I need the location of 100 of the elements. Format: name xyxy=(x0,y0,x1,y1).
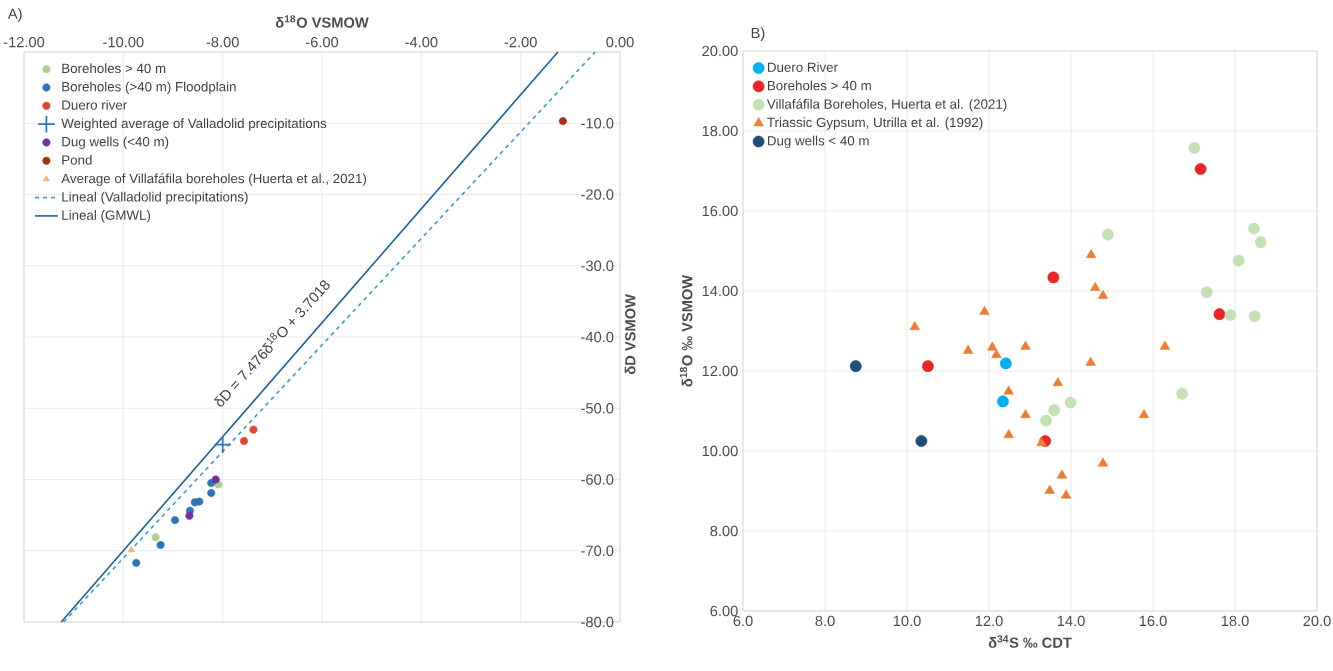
legend-label: Dug wells (<40 m) xyxy=(62,136,169,150)
point xyxy=(1044,484,1055,494)
x-tick-label: 14.0 xyxy=(1057,615,1085,627)
y-tick-label: 20.00 xyxy=(702,45,738,57)
point xyxy=(1003,429,1014,439)
point xyxy=(1224,309,1237,321)
point xyxy=(1097,457,1109,467)
y-tick-label: -60.0 xyxy=(581,474,614,485)
y-tick-label: -70.0 xyxy=(581,545,614,556)
legend-label: Lineal (Valladolid precipitations) xyxy=(62,191,248,205)
point xyxy=(1194,163,1207,175)
point xyxy=(1176,387,1188,400)
point xyxy=(991,349,1002,359)
point xyxy=(999,357,1012,370)
point xyxy=(1090,281,1101,291)
point xyxy=(1052,377,1064,387)
point xyxy=(849,360,862,373)
point xyxy=(213,435,232,454)
legend-label: Boreholes > 40 m xyxy=(62,63,166,74)
point xyxy=(558,117,567,126)
x-axis-title: δ$^{34}$S ‰ CDT xyxy=(988,635,1072,648)
point xyxy=(1036,437,1047,447)
x-tick-label: -12.00 xyxy=(3,36,45,48)
y-tick-label: 18.00 xyxy=(702,125,738,137)
x-tick-label: 16.0 xyxy=(1139,615,1167,627)
x-tick-label: 20.0 xyxy=(1303,615,1331,627)
y-tick-label: 16.00 xyxy=(702,205,738,217)
legend-label: Duero river xyxy=(62,99,127,110)
legend-label: Average of Villafáfila boreholes (Huerta et al., 2021) xyxy=(61,173,366,186)
point xyxy=(1188,141,1201,154)
y-tick-label: -30.0 xyxy=(581,260,614,271)
x-tick-label: 10.0 xyxy=(893,615,921,627)
point xyxy=(1040,414,1052,427)
x-tick-label: 0.00 xyxy=(606,36,634,48)
legend-label: Pond xyxy=(62,154,92,165)
point xyxy=(1060,489,1072,499)
point xyxy=(195,497,204,506)
point xyxy=(1097,289,1109,299)
y-tick-label: 6.00 xyxy=(710,605,738,617)
point xyxy=(922,360,934,373)
point xyxy=(997,395,1009,408)
legend-label: Boreholes (>40 m) Floodplain xyxy=(62,81,236,95)
point xyxy=(979,305,990,315)
y-tick-label: 12.00 xyxy=(702,365,738,377)
x-axis-title: δ$^{18}$O VSMOW xyxy=(275,15,369,28)
point xyxy=(1003,385,1014,395)
point xyxy=(1138,409,1150,419)
point xyxy=(915,435,928,447)
x-tick-label: 8.0 xyxy=(815,615,835,627)
point xyxy=(909,321,920,331)
point xyxy=(1102,228,1114,241)
point xyxy=(1085,249,1097,259)
point xyxy=(1254,236,1267,249)
point xyxy=(1064,396,1077,409)
y-tick-label: -80.0 xyxy=(581,616,614,628)
point xyxy=(1200,286,1213,299)
point xyxy=(127,546,135,553)
y-tick-label: 8.00 xyxy=(710,525,738,537)
y-axis-title: δ$^{18}$O ‰ VSMOW xyxy=(679,274,693,387)
y-tick-label: 14.00 xyxy=(702,285,738,297)
x-tick-label: -10.00 xyxy=(103,36,144,48)
x-tick-label: -4.00 xyxy=(405,36,438,48)
point xyxy=(132,558,141,567)
x-tick-label: 12.0 xyxy=(975,615,1003,627)
point xyxy=(987,341,998,351)
text: A) xyxy=(7,8,22,22)
point xyxy=(249,425,258,434)
point xyxy=(151,533,160,542)
point xyxy=(1020,340,1031,350)
y-axis-title: δD VSMOW xyxy=(624,294,636,375)
point xyxy=(1213,308,1226,321)
point xyxy=(1248,310,1261,323)
y-tick-label: -50.0 xyxy=(581,403,614,414)
legend-label: Triassic Gypsum, Utrilla et al. (1992) xyxy=(767,117,983,130)
point xyxy=(185,511,194,520)
y-tick-label: -40.0 xyxy=(581,331,614,343)
legend-label: Boreholes > 40 m xyxy=(767,80,871,91)
x-tick-label: 18.0 xyxy=(1221,615,1249,627)
x-tick-label: 6.0 xyxy=(733,615,753,627)
legend-label: Duero River xyxy=(767,62,838,72)
point xyxy=(1047,271,1060,284)
legend-label: Villafáfila Boreholes, Huerta et al. (2021) xyxy=(766,98,1007,112)
point xyxy=(1085,356,1096,366)
legend-label: Dug wells < 40 m xyxy=(767,135,869,149)
point xyxy=(240,437,249,446)
x-tick-label: -8.00 xyxy=(206,36,239,48)
point xyxy=(1056,469,1068,479)
y-tick-label: -10.0 xyxy=(581,118,614,129)
point xyxy=(962,344,974,354)
point xyxy=(1159,340,1171,350)
point xyxy=(1248,222,1260,235)
y-tick-label: 10.00 xyxy=(702,445,738,457)
x-tick-label: -2.00 xyxy=(504,36,537,48)
point xyxy=(170,516,179,525)
point xyxy=(207,489,216,498)
point xyxy=(156,541,165,550)
text: B) xyxy=(751,27,765,42)
x-tick-label: -6.00 xyxy=(305,36,339,48)
point xyxy=(1232,254,1245,267)
point xyxy=(211,475,220,484)
